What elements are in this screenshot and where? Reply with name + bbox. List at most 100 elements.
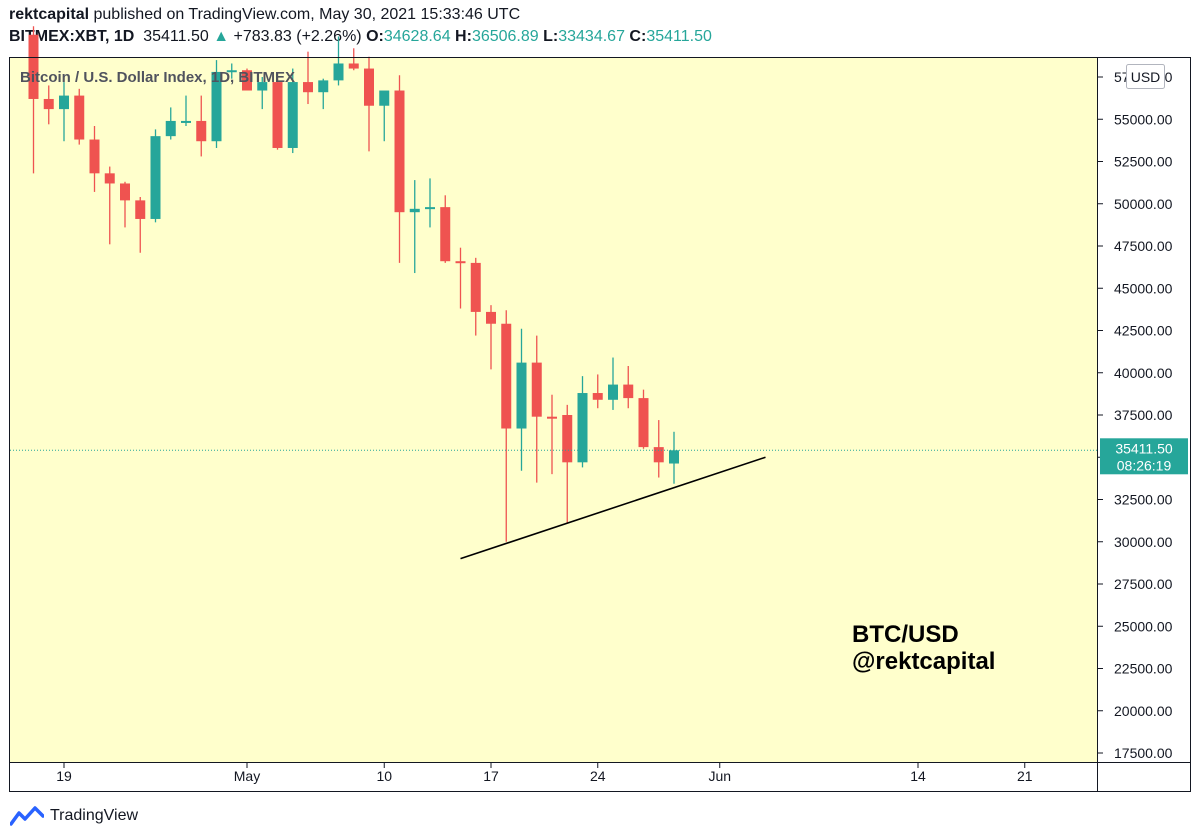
price-axis-panel[interactable] [1098, 58, 1190, 762]
candle[interactable] [74, 88, 85, 145]
candle[interactable] [425, 178, 435, 228]
candle[interactable] [89, 126, 100, 192]
up-arrow-icon: ▲ [213, 28, 230, 45]
open-label: O: [366, 28, 384, 45]
candle[interactable] [287, 68, 298, 154]
x-tick-label: 21 [1017, 768, 1033, 784]
candle[interactable] [120, 181, 130, 228]
candle[interactable] [226, 63, 237, 79]
candle[interactable] [59, 82, 69, 142]
y-tick-label: 30000.00 [1114, 534, 1173, 550]
y-tick-label: 17500.00 [1114, 745, 1173, 761]
candle[interactable] [242, 68, 252, 91]
y-tick-label: 50000.00 [1114, 196, 1173, 212]
candle[interactable] [409, 180, 420, 274]
candle-body [318, 80, 329, 93]
candle[interactable] [333, 36, 344, 86]
brand-name: TradingView [50, 807, 139, 824]
candle[interactable] [211, 60, 222, 148]
candle[interactable] [531, 335, 542, 483]
close-label: C: [629, 28, 647, 45]
candle-body [592, 393, 603, 400]
candle[interactable] [272, 78, 283, 150]
candle-body [120, 183, 130, 201]
tradingview-logo-icon [10, 806, 44, 826]
open-value: 34628.64 [383, 28, 451, 45]
candle[interactable] [150, 129, 161, 223]
candle[interactable] [43, 85, 54, 125]
candle-body [425, 207, 435, 210]
candle[interactable] [501, 310, 512, 542]
candle-body [211, 71, 222, 142]
y-tick-label: 42500.00 [1114, 323, 1173, 339]
plot-area[interactable] [10, 58, 1097, 762]
annotation-pair[interactable]: BTC/USD [852, 621, 959, 648]
low-value: 33434.67 [558, 28, 625, 45]
publish-info: rektcapital published on TradingView.com… [9, 6, 520, 24]
candle-body [272, 82, 283, 148]
candle-body [135, 200, 146, 219]
candle[interactable] [470, 257, 481, 336]
candle-body [364, 68, 374, 106]
candle[interactable] [669, 431, 679, 484]
annotation-handle[interactable]: @rektcapital [852, 648, 995, 675]
author-name[interactable]: rektcapital [9, 6, 90, 23]
usd-badge-label: USD [1131, 69, 1161, 85]
candle-body [333, 63, 344, 81]
y-tick-label: 52500.00 [1114, 154, 1173, 170]
y-tick-label: 27500.00 [1114, 576, 1173, 592]
candle-body [547, 416, 557, 419]
trendline[interactable] [460, 456, 766, 560]
candle[interactable] [577, 376, 588, 468]
y-tick-label: 47500.00 [1114, 238, 1173, 254]
publish-text: published on TradingView.com, May 30, 20… [93, 6, 521, 23]
x-tick-label: May [234, 768, 260, 784]
high-label: H: [455, 28, 472, 45]
candle[interactable] [196, 95, 207, 157]
candle[interactable] [379, 90, 390, 142]
candle[interactable] [562, 404, 573, 524]
price-chart[interactable]: 57500.0055000.0052500.0050000.0047500.00… [0, 0, 1200, 800]
candle[interactable] [592, 374, 603, 409]
x-tick-label: 14 [910, 768, 926, 784]
candle[interactable] [318, 78, 329, 110]
candle-body [242, 70, 252, 91]
candle[interactable] [516, 328, 527, 471]
candle[interactable] [608, 357, 618, 410]
candle[interactable] [181, 95, 191, 127]
candle-body [89, 139, 100, 174]
candle[interactable] [165, 107, 176, 140]
x-tick-label: 24 [590, 768, 606, 784]
price-change: +783.83 (+2.26%) [233, 28, 362, 45]
candle[interactable] [135, 196, 146, 253]
candle[interactable] [303, 51, 313, 105]
candle[interactable] [364, 56, 374, 152]
x-tick-label: 19 [56, 768, 72, 784]
time-axis-panel[interactable] [10, 763, 1097, 791]
candle[interactable] [394, 75, 405, 263]
footer-brand[interactable]: TradingView [10, 805, 138, 827]
candle[interactable] [486, 305, 496, 370]
candle[interactable] [638, 389, 649, 449]
y-tick-label: 22500.00 [1114, 661, 1173, 677]
candle-body [562, 415, 573, 463]
candle[interactable] [547, 394, 557, 475]
candle[interactable] [257, 77, 268, 110]
candle-body [59, 95, 69, 110]
candle[interactable] [653, 420, 664, 478]
candle[interactable] [440, 195, 451, 263]
candle-body [303, 82, 313, 93]
candle-body [409, 208, 420, 213]
candle[interactable] [623, 365, 634, 409]
candle-body [486, 311, 496, 324]
usd-badge[interactable]: USD [1126, 64, 1165, 89]
candle[interactable] [104, 166, 115, 245]
candle[interactable] [28, 26, 39, 174]
x-tick-label: 17 [483, 768, 499, 784]
candle[interactable] [455, 247, 466, 309]
ohlc-legend: BITMEX:XBT, 1D 35411.50 ▲ +783.83 (+2.26… [9, 28, 712, 46]
y-tick-label: 20000.00 [1114, 703, 1173, 719]
candle-body [226, 70, 237, 73]
candle[interactable] [348, 48, 359, 71]
candle-body [287, 82, 298, 148]
